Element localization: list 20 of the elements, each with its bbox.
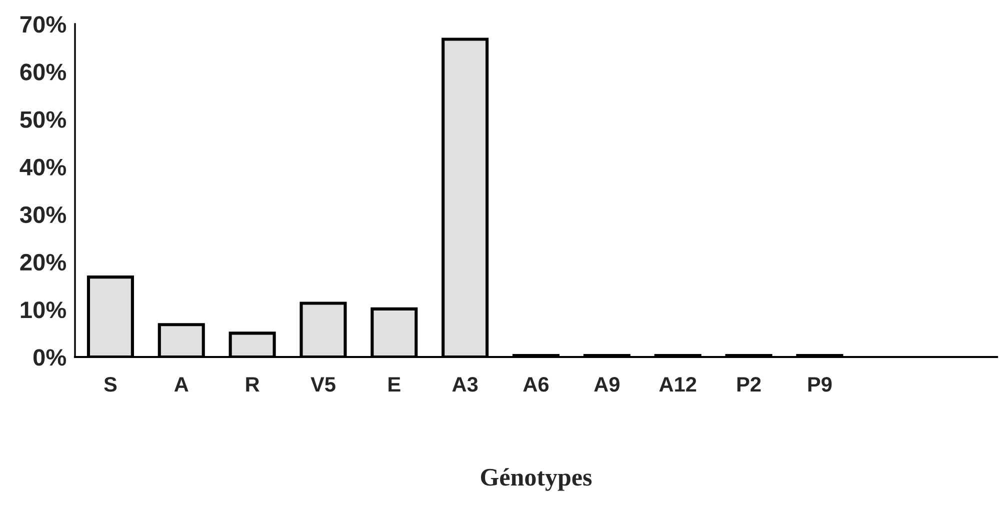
y-tick-label: 50% bbox=[20, 111, 66, 128]
y-tick-label: 0% bbox=[33, 349, 66, 366]
x-tick-label: R bbox=[246, 377, 260, 392]
x-tick-label: S bbox=[104, 376, 117, 392]
x-tick-label: A12 bbox=[659, 376, 696, 392]
x-tick-label: P2 bbox=[737, 376, 761, 392]
x-tick-label: A6 bbox=[523, 376, 549, 392]
x-axis-title: Génotypes bbox=[480, 468, 592, 491]
x-tick-label: P9 bbox=[808, 376, 832, 392]
y-tick-label: 30% bbox=[20, 206, 66, 224]
y-tick-label: 60% bbox=[20, 64, 66, 80]
y-tick-label: 20% bbox=[20, 254, 66, 271]
x-tick-label: V5 bbox=[310, 377, 336, 392]
x-tick-label: A3 bbox=[452, 376, 478, 392]
x-tick-label: A9 bbox=[594, 376, 620, 392]
x-tick-label: E bbox=[388, 377, 400, 392]
y-tick-label: 10% bbox=[20, 301, 66, 318]
x-tick-label: A bbox=[174, 377, 188, 392]
y-tick-label: 40% bbox=[20, 158, 66, 176]
y-tick-label: 70% bbox=[20, 16, 66, 33]
